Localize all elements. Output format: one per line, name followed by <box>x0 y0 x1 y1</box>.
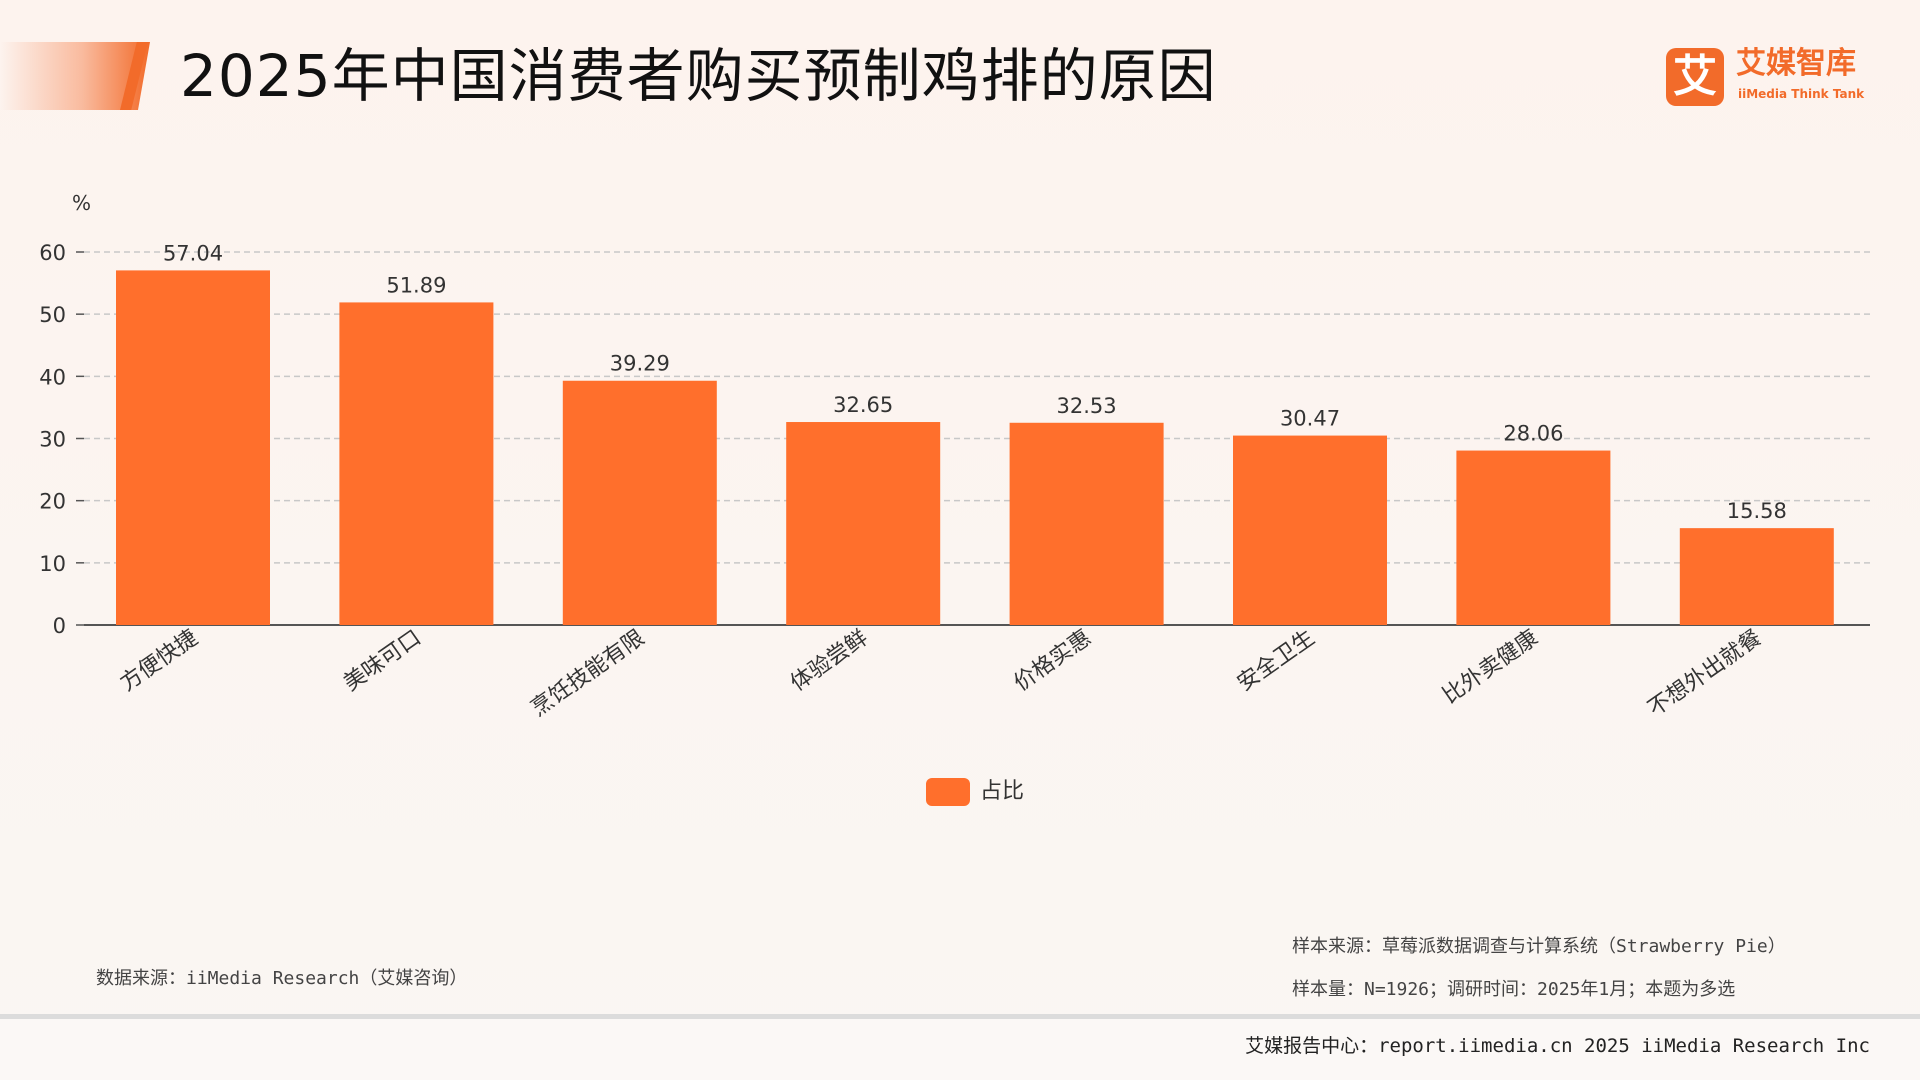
data-label: 32.53 <box>1057 394 1117 418</box>
bar <box>562 380 717 625</box>
y-tick-label: 50 <box>39 303 66 327</box>
x-tick-label: 不想外出就餐 <box>1644 625 1766 721</box>
data-label: 15.58 <box>1727 499 1787 523</box>
x-tick-label: 价格实惠 <box>1010 625 1096 696</box>
y-tick-label: 10 <box>39 552 66 576</box>
y-tick-label: 60 <box>39 241 66 265</box>
y-tick-label: 20 <box>39 490 66 514</box>
y-axis-unit: % <box>72 191 91 215</box>
footer-band <box>0 1019 1920 1080</box>
page-title: 2025年中国消费者购买预制鸡排的原因 <box>180 42 1217 110</box>
logo-mark-icon: 艾 <box>1666 48 1724 106</box>
x-tick-label: 方便快捷 <box>116 625 202 696</box>
legend-swatch <box>926 778 970 806</box>
bar <box>116 270 270 625</box>
y-tick-label: 40 <box>39 365 66 389</box>
report-center-note: 艾媒报告中心：report.iimedia.cn 2025 iiMedia Re… <box>1245 1035 1870 1057</box>
logo-name-en: iiMedia Think Tank <box>1738 87 1865 101</box>
x-tick-label: 体验尝鲜 <box>786 625 872 696</box>
y-tick-label: 0 <box>53 614 66 638</box>
data-label: 32.65 <box>833 393 893 417</box>
data-label: 28.06 <box>1503 422 1563 446</box>
data-label: 51.89 <box>386 273 446 297</box>
data-label: 39.29 <box>610 352 670 376</box>
bar <box>786 422 941 625</box>
bar <box>1456 450 1611 625</box>
brand-logo: 艾 艾媒智库 iiMedia Think Tank <box>1666 46 1866 108</box>
bar-chart: % 0 10 20 30 40 50 60 57.04 方便快捷 51.89 美味可口 39.29 烹饪… <box>39 191 1870 722</box>
x-tick-label: 烹饪技能有限 <box>527 625 649 721</box>
footer-divider <box>0 1014 1920 1019</box>
bar <box>1233 435 1387 625</box>
data-source-note: 数据来源：iiMedia Research（艾媒咨询） <box>96 968 468 989</box>
bar <box>339 302 494 625</box>
bar <box>1679 528 1834 625</box>
x-tick-label: 安全卫生 <box>1233 625 1319 696</box>
x-tick-label: 美味可口 <box>339 625 425 696</box>
sample-notes: 样本来源：草莓派数据调查与计算系统（Strawberry Pie） 样本量：N=… <box>1292 934 1786 1020</box>
data-label: 30.47 <box>1280 407 1340 431</box>
data-label: 57.04 <box>163 241 223 265</box>
sample-size-note: 样本量：N=1926；调研时间：2025年1月；本题为多选 <box>1292 979 1736 1000</box>
logo-name-cn: 艾媒智库 <box>1736 46 1856 81</box>
legend-label: 占比 <box>980 779 1025 804</box>
sample-source-note: 样本来源：草莓派数据调查与计算系统（Strawberry Pie） <box>1292 936 1786 957</box>
x-tick-label: 比外卖健康 <box>1438 625 1542 709</box>
bar <box>1009 422 1164 625</box>
y-tick-label: 30 <box>39 428 66 452</box>
